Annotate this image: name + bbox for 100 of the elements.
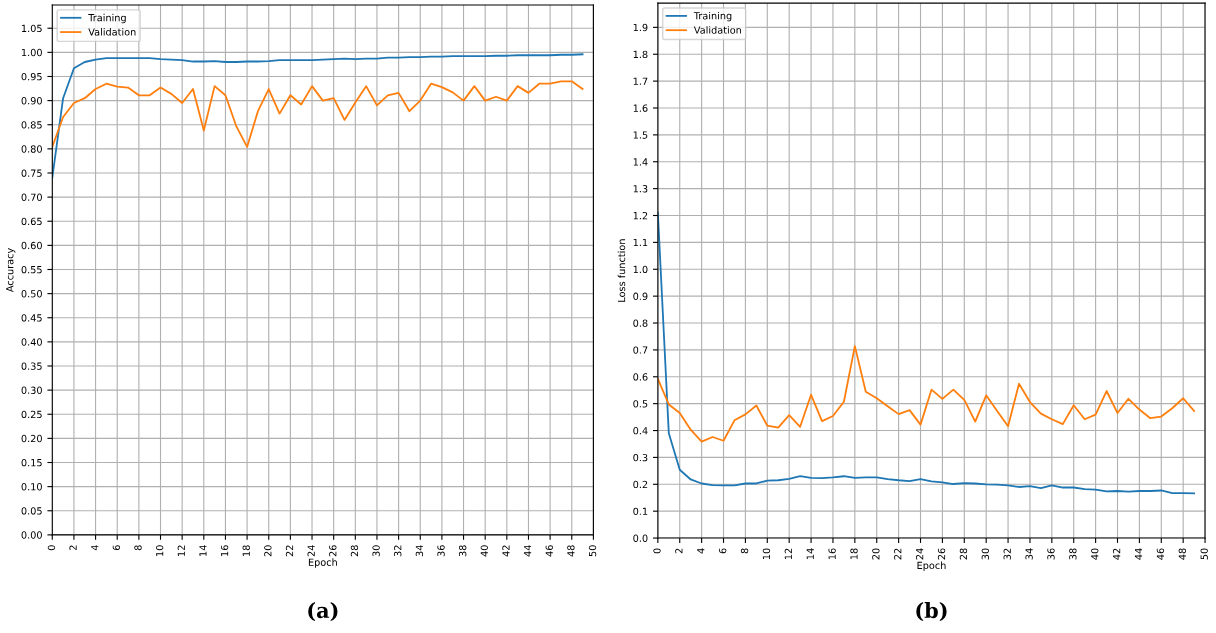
y-tick-label: 0.4 — [633, 427, 648, 435]
x-tick-label: 48 — [1178, 548, 1186, 560]
legend-label: Training — [693, 11, 732, 22]
x-tick-label: 26 — [937, 548, 946, 560]
legend-label: Validation — [88, 28, 136, 36]
x-tick-label: 12 — [784, 548, 792, 560]
y-tick-label: 0.50 — [21, 290, 42, 298]
x-tick-label: 6 — [112, 545, 121, 551]
y-axis-title: Accuracy — [6, 248, 16, 293]
x-tick-label: 0 — [653, 548, 661, 554]
y-tick-label: 0.9 — [633, 292, 648, 300]
y-tick-label: 0.15 — [21, 458, 42, 467]
x-tick-label: 2 — [675, 548, 683, 554]
x-tick-label: 32 — [1003, 548, 1011, 560]
y-tick-label: 0.1 — [633, 507, 648, 515]
y-tick-label: 0.00 — [21, 531, 42, 539]
x-tick-label: 50 — [588, 545, 597, 557]
x-tick-label: 12 — [177, 545, 185, 556]
y-tick-label: 0.60 — [21, 241, 42, 250]
x-tick-label: 24 — [915, 548, 924, 560]
x-tick-label: 42 — [502, 545, 510, 557]
y-tick-label: 0.70 — [21, 193, 42, 201]
y-tick-label: 0.90 — [21, 97, 42, 105]
x-tick-label: 14 — [806, 548, 814, 560]
x-tick-label: 22 — [285, 545, 294, 557]
x-tick-label: 10 — [762, 548, 771, 560]
y-tick-label: 1.8 — [633, 50, 648, 59]
x-tick-label: 4 — [91, 545, 99, 551]
x-tick-label: 50 — [1200, 548, 1208, 560]
x-tick-label: 16 — [828, 548, 836, 560]
y-tick-label: 1.5 — [633, 131, 648, 139]
x-tick-label: 28 — [959, 548, 968, 560]
line-series — [52, 80, 584, 148]
x-tick-label: 48 — [567, 545, 575, 557]
line-series — [657, 345, 1196, 443]
y-tick-label: 0.3 — [633, 453, 648, 462]
y-tick-label: 0.0 — [633, 534, 648, 542]
text: (b) — [916, 602, 947, 622]
x-tick-label: 34 — [1025, 548, 1033, 560]
x-axis-title: Epoch — [308, 558, 337, 568]
y-tick-label: 0.45 — [21, 314, 42, 322]
x-tick-label: 14 — [199, 545, 207, 556]
x-tick-label: 20 — [872, 548, 880, 560]
x-tick-label: 38 — [1069, 548, 1077, 560]
x-tick-label: 36 — [1047, 548, 1055, 560]
x-tick-label: 18 — [850, 548, 858, 560]
text: (a) — [308, 602, 338, 622]
y-tick-label: 1.4 — [633, 158, 648, 166]
x-tick-label: 10 — [155, 545, 164, 556]
y-tick-label: 0.6 — [633, 373, 648, 381]
y-tick-label: 0.95 — [21, 72, 42, 81]
x-tick-label: 32 — [394, 545, 402, 557]
y-tick-label: 0.55 — [21, 265, 42, 274]
x-tick-label: 8 — [740, 548, 749, 554]
y-tick-label: 0.8 — [633, 319, 648, 327]
x-tick-label: 40 — [480, 545, 488, 557]
y-tick-label: 0.20 — [21, 434, 42, 443]
y-tick-label: 1.0 — [633, 265, 648, 274]
y-tick-label: 1.1 — [633, 238, 648, 247]
y-tick-label: 0.5 — [633, 400, 648, 408]
x-tick-label: 4 — [697, 548, 705, 554]
y-tick-label: 1.7 — [633, 77, 648, 85]
legend-label: Training — [88, 13, 126, 24]
x-tick-label: 2 — [69, 545, 77, 551]
x-tick-label: 22 — [894, 548, 902, 560]
x-tick-label: 46 — [545, 545, 553, 557]
x-tick-label: 44 — [524, 545, 532, 557]
y-tick-label: 0.65 — [21, 217, 42, 226]
x-tick-label: 34 — [415, 545, 424, 557]
y-tick-label: 1.2 — [633, 211, 648, 220]
y-tick-label: 0.75 — [21, 169, 42, 177]
y-tick-label: 1.9 — [633, 23, 648, 32]
x-tick-label: 42 — [1112, 548, 1121, 560]
y-tick-label: 1.3 — [633, 185, 648, 193]
y-tick-label: 0.35 — [21, 362, 42, 370]
x-tick-label: 46 — [1156, 548, 1165, 560]
y-axis-title: Loss function — [617, 239, 626, 302]
x-tick-label: 28 — [350, 545, 359, 557]
y-tick-label: 1.05 — [21, 24, 42, 33]
y-tick-label: 1.00 — [21, 48, 42, 57]
x-tick-label: 26 — [329, 545, 337, 557]
x-tick-label: 44 — [1134, 548, 1143, 560]
y-tick-label: 0.80 — [21, 145, 42, 153]
x-tick-label: 30 — [372, 545, 380, 557]
x-tick-label: 8 — [134, 545, 142, 551]
y-tick-label: 0.30 — [21, 386, 42, 394]
y-tick-label: 0.40 — [21, 338, 42, 346]
y-tick-label: 0.10 — [21, 483, 42, 491]
y-tick-label: 0.7 — [633, 346, 648, 354]
legend-label: Validation — [693, 26, 742, 34]
x-tick-label: 40 — [1091, 548, 1099, 560]
x-tick-label: 18 — [242, 545, 250, 556]
x-tick-label: 24 — [307, 545, 315, 557]
y-tick-label: 0.25 — [21, 410, 42, 419]
y-tick-label: 0.05 — [21, 507, 42, 515]
x-tick-label: 20 — [264, 545, 272, 557]
x-tick-label: 16 — [220, 545, 229, 556]
x-tick-label: 0 — [47, 545, 56, 551]
x-tick-label: 36 — [437, 545, 445, 557]
x-tick-label: 38 — [459, 545, 467, 557]
